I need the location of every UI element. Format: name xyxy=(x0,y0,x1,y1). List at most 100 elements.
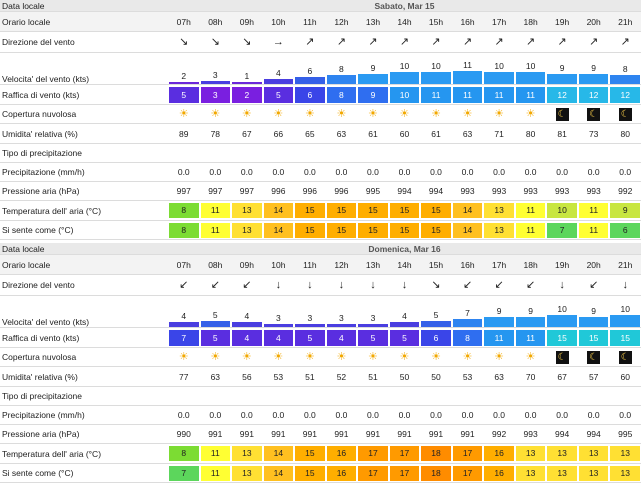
gust-cell: 2 xyxy=(231,84,263,105)
cloud-cell: ☾ xyxy=(577,347,610,367)
direction-cell: ↗ xyxy=(325,31,358,53)
gust-cell: 5 xyxy=(294,327,326,348)
hour-cell: 07h xyxy=(168,11,200,32)
temperature-cell: 17 xyxy=(451,443,484,464)
gust-value: 2 xyxy=(232,86,262,103)
feels-like-value: 6 xyxy=(610,222,640,238)
wind-direction-arrow-icon: ↘ xyxy=(179,35,189,48)
row-label: Pressione aria (hPa) xyxy=(0,424,168,444)
speed-cell: 9 xyxy=(357,52,389,85)
temperature-value: 11 xyxy=(578,203,609,218)
moon-icon: ☾ xyxy=(618,107,632,121)
precip-cell: 0.0 xyxy=(451,162,484,182)
speed-value: 5 xyxy=(433,310,439,320)
speed-value: 3 xyxy=(212,70,218,80)
feels-like-cell: 7 xyxy=(168,463,200,483)
wind-direction-arrow-icon: ↓ xyxy=(338,278,345,291)
gust-row: Raffica di vento (kts) 7 5 4 4 5 4 5 5 6 8 11 11 15 15… xyxy=(0,327,641,348)
pressure-cell: 995 xyxy=(609,424,641,444)
direction-cell: ↙ xyxy=(231,274,263,296)
humidity-cell: 71 xyxy=(483,123,515,144)
precip-cell: 0.0 xyxy=(577,162,610,182)
precip-type-cell xyxy=(451,143,484,163)
cloud-cell: ☀ xyxy=(168,347,200,367)
hour-cell: 19h xyxy=(546,11,578,32)
feels-like-cell: 17 xyxy=(357,463,389,483)
direction-cell: ↘ xyxy=(168,31,200,53)
speed-cell: 3 xyxy=(294,295,326,328)
speed-cell: 5 xyxy=(420,295,452,328)
feels-like-value: 15 xyxy=(326,222,357,238)
pressure-cell: 997 xyxy=(168,181,200,201)
temperature-cell: 14 xyxy=(451,200,484,221)
feels-like-value: 15 xyxy=(358,222,388,238)
sun-icon: ☀ xyxy=(368,108,378,120)
direction-cell: ↘ xyxy=(231,31,263,53)
sun-icon: ☀ xyxy=(368,351,378,363)
speed-value: 9 xyxy=(591,63,597,73)
speed-value: 3 xyxy=(370,313,376,323)
speed-bar xyxy=(515,72,546,84)
precip-cell: 0.0 xyxy=(577,405,610,425)
feels-like-value: 13 xyxy=(610,465,640,481)
feels-like-cell: 18 xyxy=(420,463,452,483)
speed-cell: 7 xyxy=(451,295,484,328)
wind-direction-arrow-icon: ↗ xyxy=(368,35,378,48)
hour-cell: 14h xyxy=(388,254,421,275)
gust-value: 5 xyxy=(200,329,231,346)
feels-like-cell: 14 xyxy=(451,220,484,240)
speed-cell: 4 xyxy=(262,52,295,85)
feels-like-cell: 6 xyxy=(609,220,641,240)
gust-value: 3 xyxy=(200,86,231,103)
precip-type-cell xyxy=(231,386,263,406)
wind-direction-arrow-icon: ↙ xyxy=(210,278,220,291)
humidity-cell: 63 xyxy=(483,366,515,387)
speed-bar xyxy=(200,321,231,327)
speed-bar xyxy=(169,82,199,84)
temperature-value: 13 xyxy=(578,446,609,461)
wind-direction-arrow-icon: ↓ xyxy=(307,278,313,291)
humidity-cell: 63 xyxy=(325,123,358,144)
speed-value: 10 xyxy=(494,61,504,71)
wind-direction-arrow-icon: ↗ xyxy=(557,35,567,48)
cloud-cell: ☀ xyxy=(325,347,358,367)
gust-value: 8 xyxy=(326,86,357,103)
precip-cell: 0.0 xyxy=(199,162,232,182)
precip-cell: 0.0 xyxy=(483,162,515,182)
wind-direction-arrow-icon: ↗ xyxy=(305,35,315,48)
hour-cell: 10h xyxy=(262,11,295,32)
speed-bar xyxy=(421,72,451,84)
temperature-value: 13 xyxy=(515,446,546,461)
speed-value: 10 xyxy=(525,61,536,71)
sun-icon: ☀ xyxy=(431,108,441,120)
direction-cell: → xyxy=(262,31,295,53)
feels-like-cell: 13 xyxy=(231,463,263,483)
direction-cell: ↓ xyxy=(357,274,389,296)
gust-value: 5 xyxy=(295,329,325,346)
speed-cell: 9 xyxy=(577,295,610,328)
precip-type-cell xyxy=(514,386,547,406)
humidity-cell: 81 xyxy=(546,123,578,144)
gust-cell: 4 xyxy=(262,327,295,348)
gust-cell: 12 xyxy=(577,84,610,105)
feels-like-cell: 16 xyxy=(325,463,358,483)
feels-like-value: 13 xyxy=(232,222,262,238)
speed-bar xyxy=(326,75,357,84)
precip-type-cell xyxy=(609,143,641,163)
precip-cell: 0.0 xyxy=(514,405,547,425)
speed-value: 9 xyxy=(528,306,533,316)
gust-row: Raffica di vento (kts) 5 3 2 5 6 8 9 10 11 11 11 11 1… xyxy=(0,84,641,105)
humidity-cell: 51 xyxy=(294,366,326,387)
gust-value: 9 xyxy=(358,86,388,103)
direction-cell: ↓ xyxy=(325,274,358,296)
speed-bar xyxy=(421,321,451,327)
direction-cell: ↙ xyxy=(199,274,232,296)
temperature-value: 15 xyxy=(326,203,357,218)
direction-cell: ↙ xyxy=(451,274,484,296)
direction-cell: ↙ xyxy=(483,274,515,296)
sun-icon: ☀ xyxy=(178,108,189,120)
row-label: Tipo di precipitazione xyxy=(0,386,168,406)
pressure-cell: 991 xyxy=(357,424,389,444)
cloud-row: Copertura nuvolosa ☀ ☀ ☀ ☀ ☀ ☀ ☀ ☀ ☀ ☀ ☀ ☀ ☾ ☾ ☾ xyxy=(0,347,641,367)
precip-type-cell xyxy=(357,386,389,406)
